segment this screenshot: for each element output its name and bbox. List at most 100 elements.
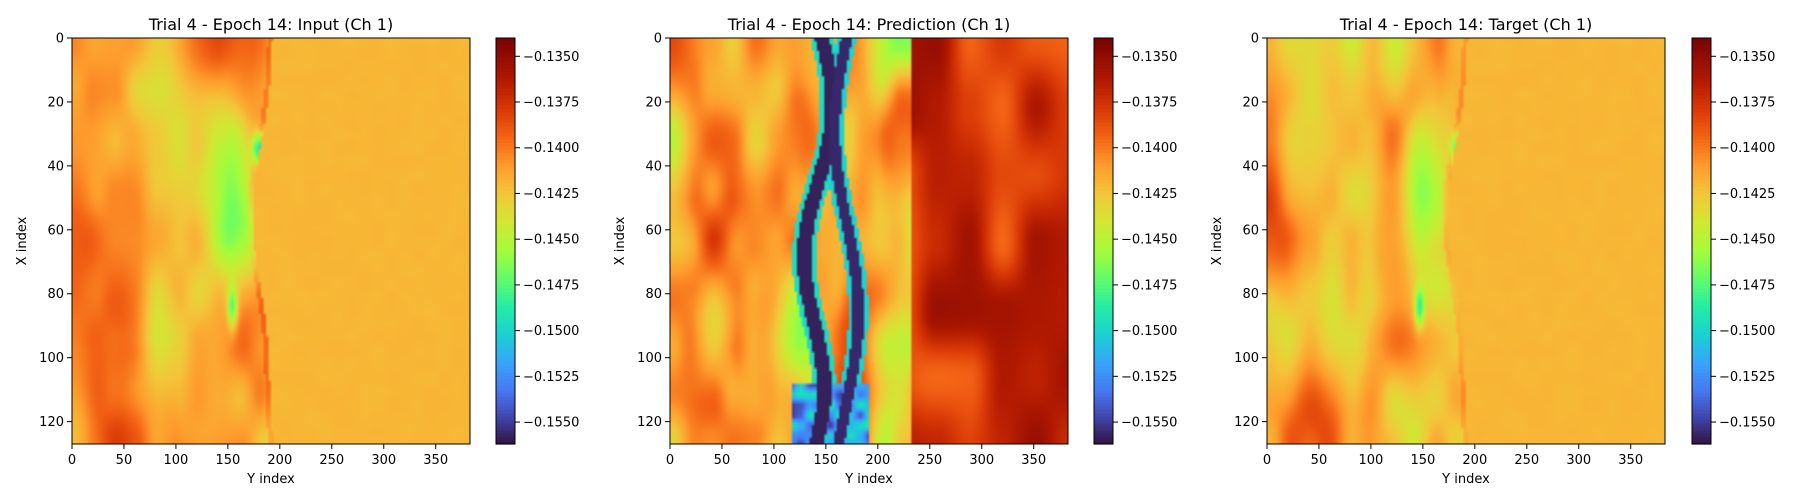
colorbar-segment bbox=[1692, 433, 1711, 438]
colorbar-segment bbox=[1094, 193, 1113, 198]
x-tick-label: 200 bbox=[267, 453, 292, 468]
colorbar-segment bbox=[1692, 271, 1711, 276]
colorbar-segment bbox=[1094, 109, 1113, 114]
colorbar-segment bbox=[496, 142, 515, 147]
colorbar-segment bbox=[1692, 420, 1711, 425]
x-tick-label: 350 bbox=[1021, 453, 1046, 468]
colorbar-segment bbox=[1692, 142, 1711, 147]
colorbar-segment bbox=[1692, 230, 1711, 235]
colorbar-tick-label: −0.1450 bbox=[1719, 233, 1775, 248]
y-tick-label: 20 bbox=[47, 95, 64, 110]
colorbar-segment bbox=[1094, 217, 1113, 222]
colorbar-segment bbox=[1692, 322, 1711, 327]
colorbar-segment bbox=[496, 379, 515, 384]
colorbar-segment bbox=[496, 186, 515, 191]
colorbar-segment bbox=[496, 322, 515, 327]
x-tick-label: 50 bbox=[714, 453, 731, 468]
x-axis-label: Y index bbox=[246, 472, 295, 487]
y-tick-label: 60 bbox=[47, 223, 64, 238]
colorbar-segment bbox=[496, 325, 515, 330]
colorbar-segment bbox=[1094, 105, 1113, 110]
colorbar-segment bbox=[496, 291, 515, 296]
colorbar-segment bbox=[1692, 291, 1711, 296]
colorbar-segment bbox=[1692, 251, 1711, 256]
colorbar-segment bbox=[496, 166, 515, 171]
colorbar-segment bbox=[496, 315, 515, 320]
colorbar-segment bbox=[496, 318, 515, 323]
colorbar-segment bbox=[1692, 38, 1711, 42]
colorbar-segment bbox=[1094, 156, 1113, 161]
colorbar-segment bbox=[1692, 372, 1711, 377]
colorbar-segment bbox=[496, 372, 515, 377]
colorbar-tick-label: −0.1400 bbox=[1121, 141, 1177, 156]
y-tick-label: 120 bbox=[39, 415, 64, 430]
colorbar-segment bbox=[1094, 166, 1113, 171]
colorbar-segment bbox=[1692, 149, 1711, 154]
colorbar-segment bbox=[1692, 278, 1711, 283]
colorbar-segment bbox=[496, 356, 515, 361]
colorbar-segment bbox=[1094, 213, 1113, 218]
colorbar-segment bbox=[496, 234, 515, 239]
x-tick-label: 0 bbox=[68, 453, 76, 468]
colorbar-segment bbox=[496, 95, 515, 100]
colorbar-tick-label: −0.1500 bbox=[1719, 324, 1775, 339]
colorbar-segment bbox=[1692, 163, 1711, 168]
colorbar-segment bbox=[496, 227, 515, 232]
colorbar-segment bbox=[1094, 298, 1113, 303]
colorbar-segment bbox=[1692, 48, 1711, 53]
colorbar-segment bbox=[1094, 383, 1113, 388]
colorbar-segment bbox=[1692, 383, 1711, 388]
colorbar-segment bbox=[1692, 129, 1711, 134]
y-tick-label: 100 bbox=[1234, 351, 1259, 366]
colorbar-segment bbox=[1094, 312, 1113, 317]
colorbar-segment bbox=[1094, 396, 1113, 401]
x-tick-label: 200 bbox=[1462, 453, 1487, 468]
colorbar-segment bbox=[1094, 132, 1113, 137]
colorbar-segment bbox=[1094, 58, 1113, 63]
colorbar-segment bbox=[1094, 169, 1113, 174]
colorbar-segment bbox=[1094, 139, 1113, 144]
colorbar-segment bbox=[496, 109, 515, 114]
colorbar-segment bbox=[1094, 244, 1113, 249]
colorbar-segment bbox=[1692, 386, 1711, 391]
colorbar-segment bbox=[1094, 342, 1113, 347]
colorbar-segment bbox=[1692, 423, 1711, 428]
x-tick-label: 250 bbox=[917, 453, 942, 468]
x-tick-label: 300 bbox=[371, 453, 396, 468]
colorbar-segment bbox=[1692, 247, 1711, 252]
colorbar-segment bbox=[496, 105, 515, 110]
colorbar-segment bbox=[1094, 207, 1113, 212]
colorbar-segment bbox=[1692, 268, 1711, 273]
colorbar-tick-label: −0.1525 bbox=[1121, 370, 1177, 385]
colorbar-segment bbox=[1094, 125, 1113, 130]
colorbar-segment bbox=[1094, 41, 1113, 46]
colorbar-segment bbox=[496, 176, 515, 181]
y-tick-label: 40 bbox=[1242, 159, 1259, 174]
colorbar-tick-label: −0.1375 bbox=[1719, 96, 1775, 111]
colorbar-segment bbox=[1094, 227, 1113, 232]
colorbar-segment bbox=[1094, 291, 1113, 296]
colorbar-segment bbox=[1094, 220, 1113, 225]
colorbar-segment bbox=[1692, 342, 1711, 347]
colorbar-segment bbox=[496, 230, 515, 235]
colorbar-tick-label: −0.1400 bbox=[1719, 141, 1775, 156]
colorbar-segment bbox=[1094, 332, 1113, 337]
colorbar-segment bbox=[1094, 122, 1113, 127]
colorbar-segment bbox=[1094, 247, 1113, 252]
colorbar-segment bbox=[1094, 129, 1113, 134]
colorbar-segment bbox=[496, 237, 515, 242]
colorbar-segment bbox=[1094, 386, 1113, 391]
colorbar-segment bbox=[1692, 190, 1711, 195]
colorbar-segment bbox=[496, 261, 515, 266]
x-tick-label: 150 bbox=[215, 453, 240, 468]
colorbar-segment bbox=[1692, 146, 1711, 151]
colorbar-segment bbox=[496, 129, 515, 134]
x-tick-label: 250 bbox=[1514, 453, 1539, 468]
colorbar-segment bbox=[496, 264, 515, 269]
colorbar-segment bbox=[1692, 224, 1711, 229]
colorbar-segment bbox=[496, 153, 515, 158]
x-tick-label: 350 bbox=[423, 453, 448, 468]
colorbar-tick-label: −0.1525 bbox=[1719, 370, 1775, 385]
colorbar-segment bbox=[496, 224, 515, 229]
